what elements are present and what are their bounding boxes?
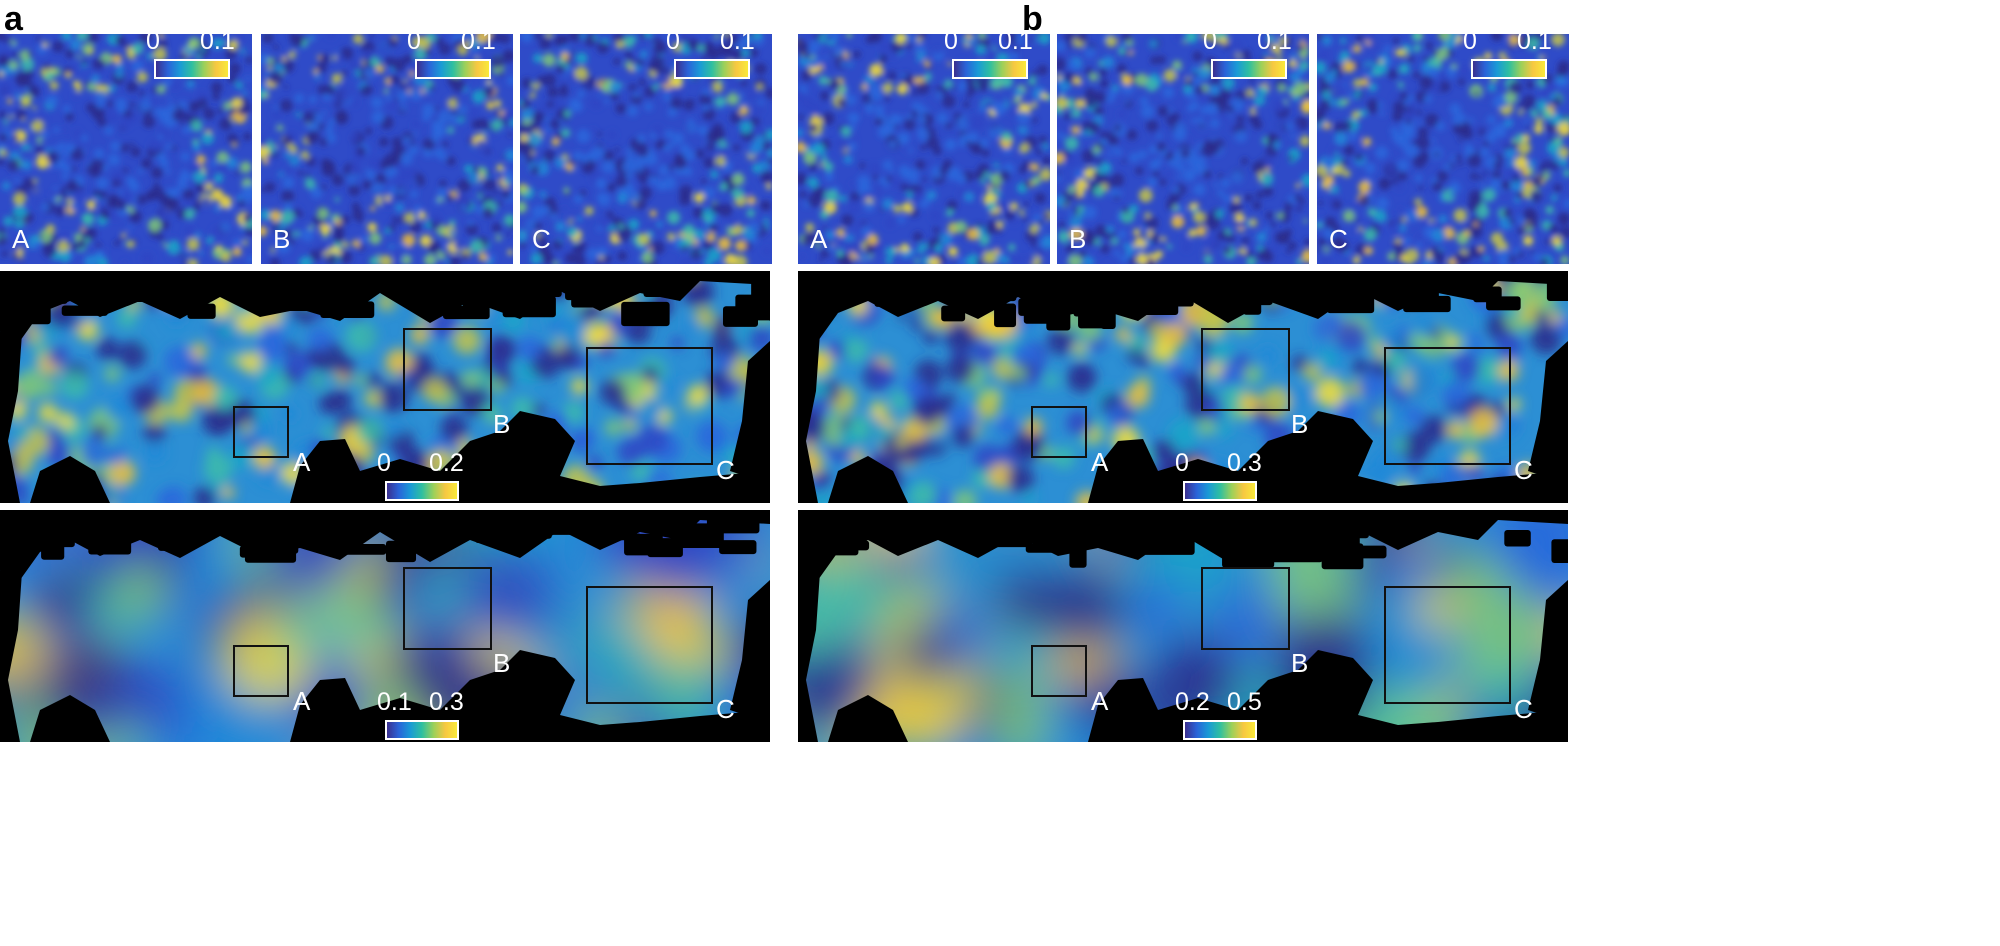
tile-colorbar-max: 0.1: [200, 34, 235, 55]
tile-colorbar-min: 0: [407, 34, 421, 55]
tile-colorbar: [154, 59, 230, 79]
roi-label-a: A: [1091, 447, 1109, 477]
tile-colorbar-max: 0.1: [720, 34, 755, 55]
tile-colorbar: [952, 59, 1028, 79]
map-a-middle: A B C 0 0.2: [0, 271, 770, 503]
map-b-middle-colorbar: [1183, 481, 1257, 501]
panel-label-a: a: [4, 0, 23, 38]
tile-colorbar-min: 0: [666, 34, 680, 55]
tile-colorbar-max: 0.1: [461, 34, 496, 55]
tile-colorbar: [1471, 59, 1547, 79]
roi-label-c: C: [716, 455, 735, 485]
roi-label-b: B: [493, 409, 511, 439]
roi-box-b: [403, 328, 492, 411]
tile-b-B: B 0 0.1: [1057, 34, 1309, 264]
map-a-bottom-colorbar: [385, 720, 459, 740]
roi-label-b: B: [1291, 409, 1309, 439]
tile-b-C: C 0 0.1: [1317, 34, 1569, 264]
roi-box-b: [1201, 328, 1290, 411]
tile-colorbar: [415, 59, 491, 79]
tile-a-A: A 0 0.1: [0, 34, 252, 264]
tile-a-C: C 0 0.1: [520, 34, 772, 264]
roi-box-a: [233, 645, 289, 697]
tile-colorbar-max: 0.1: [1257, 34, 1292, 55]
tile-colorbar-max: 0.1: [998, 34, 1033, 55]
roi-box-c: [1384, 586, 1511, 704]
roi-box-b: [1201, 567, 1290, 650]
tile-colorbar-min: 0: [1463, 34, 1477, 55]
roi-box-c: [1384, 347, 1511, 465]
roi-label-c: C: [716, 694, 735, 724]
tile-corner-label: C: [1329, 224, 1348, 254]
roi-box-a: [1031, 406, 1087, 458]
roi-label-a: A: [293, 447, 311, 477]
tile-corner-label: B: [1069, 224, 1087, 254]
tile-colorbar-max: 0.1: [1517, 34, 1552, 55]
roi-label-c: C: [1514, 455, 1533, 485]
map-a-bottom-colorbar-max: 0.3: [429, 688, 464, 716]
map-a-middle-colorbar-max: 0.2: [429, 449, 464, 477]
map-b-middle-colorbar-max: 0.3: [1227, 449, 1262, 477]
map-b-bottom-colorbar-max: 0.5: [1227, 688, 1262, 716]
roi-label-c: C: [1514, 694, 1533, 724]
roi-label-b: B: [493, 648, 511, 678]
tile-colorbar: [674, 59, 750, 79]
tile-corner-label: A: [810, 224, 828, 254]
tile-a-B: B 0 0.1: [261, 34, 513, 264]
map-a-bottom: A B C 0.1 0.3: [0, 510, 770, 742]
tile-corner-label: A: [12, 224, 30, 254]
map-b-bottom: A B C 0.2 0.5: [798, 510, 1568, 742]
tile-b-A: A 0 0.1: [798, 34, 1050, 264]
map-a-bottom-colorbar-min: 0.1: [377, 688, 412, 716]
roi-box-a: [1031, 645, 1087, 697]
tile-colorbar-min: 0: [944, 34, 958, 55]
roi-box-a: [233, 406, 289, 458]
tile-colorbar-min: 0: [146, 34, 160, 55]
roi-box-c: [586, 586, 713, 704]
map-a-middle-colorbar-min: 0: [377, 449, 391, 477]
tile-corner-label: B: [273, 224, 291, 254]
roi-label-a: A: [293, 686, 311, 716]
tile-colorbar-min: 0: [1203, 34, 1217, 55]
map-b-middle-colorbar-min: 0: [1175, 449, 1189, 477]
map-b-middle: A B C 0 0.3: [798, 271, 1568, 503]
tile-colorbar: [1211, 59, 1287, 79]
roi-box-b: [403, 567, 492, 650]
roi-box-c: [586, 347, 713, 465]
roi-label-a: A: [1091, 686, 1109, 716]
map-b-bottom-colorbar-min: 0.2: [1175, 688, 1210, 716]
tile-corner-label: C: [532, 224, 551, 254]
roi-label-b: B: [1291, 648, 1309, 678]
map-b-bottom-colorbar: [1183, 720, 1257, 740]
map-a-middle-colorbar: [385, 481, 459, 501]
panel-label-b: b: [1022, 0, 1043, 38]
